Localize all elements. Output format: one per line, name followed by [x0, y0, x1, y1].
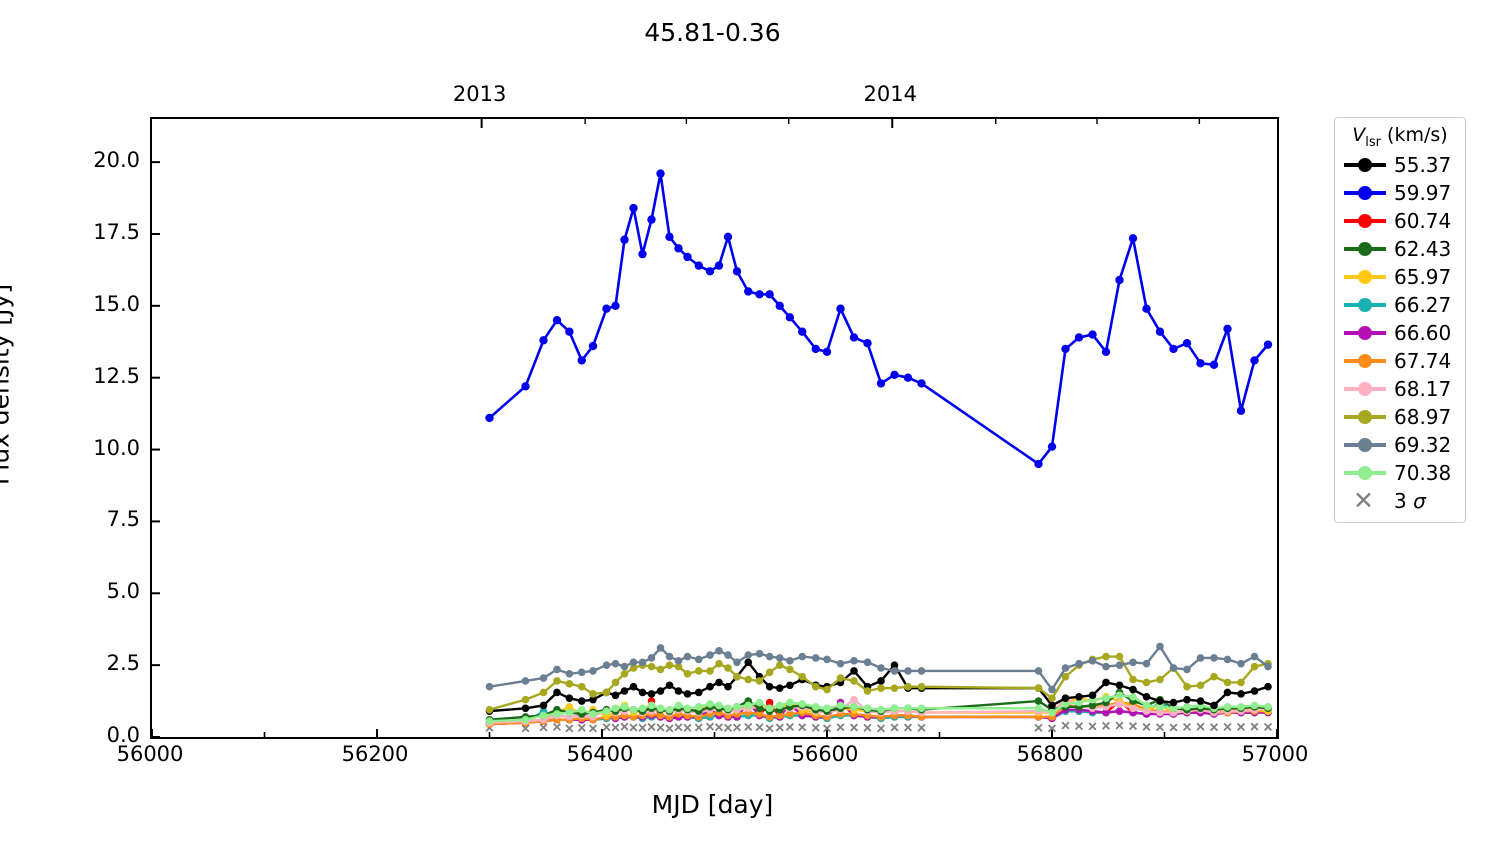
x-tick-label: 56000: [116, 742, 184, 766]
y-tick-label: 12.5: [93, 363, 140, 388]
legend-item-68.97[interactable]: 68.97: [1343, 403, 1457, 431]
legend: Vlsr (km/s) 55.37 59.97 60.74 62.43 65.97 66.…: [1334, 117, 1466, 523]
legend-swatch-icon: [1343, 350, 1387, 372]
cross-x-icon: ✕: [1353, 485, 1374, 515]
legend-item-label: 69.32: [1394, 432, 1452, 457]
plot-area: [150, 117, 1279, 739]
y-tick-label: 2.5: [106, 651, 140, 676]
y-tick-label: 0.0: [106, 723, 140, 747]
legend-item-59.97[interactable]: 59.97: [1343, 179, 1457, 207]
legend-item-label: 66.27: [1394, 292, 1452, 317]
chart-canvas: [152, 119, 1277, 737]
legend-item-label: 70.38: [1394, 460, 1452, 485]
legend-item-67.74[interactable]: 67.74: [1343, 347, 1457, 375]
y-tick-label: 5.0: [106, 579, 140, 604]
y-axis-tick-labels: 0.0 2.5 5.0 7.5 10.0 12.5 15.0 17.5 20.0: [40, 0, 140, 844]
legend-item-label: 62.43: [1394, 236, 1452, 261]
legend-swatch-icon: [1343, 322, 1387, 344]
legend-swatch-icon: [1343, 378, 1387, 400]
y-tick-label: 20.0: [93, 148, 140, 173]
axis-ticks: [152, 119, 1277, 737]
data-series-68.97: [485, 652, 1272, 714]
data-series-59.97: [485, 169, 1273, 469]
legend-item-62.43[interactable]: 62.43: [1343, 235, 1457, 263]
legend-item-label: 68.17: [1394, 376, 1452, 401]
legend-item-66.27[interactable]: 66.27: [1343, 291, 1457, 319]
legend-item-60.74[interactable]: 60.74: [1343, 207, 1457, 235]
top-axis-year-label: 2014: [863, 82, 917, 106]
legend-swatch-icon: [1343, 294, 1387, 316]
x-tick-label: 57000: [1241, 742, 1309, 766]
legend-title-symbol: V: [1352, 124, 1366, 146]
legend-swatch-icon: [1343, 462, 1387, 484]
legend-swatch-icon: [1343, 238, 1387, 260]
sigma-marker-series: [485, 721, 1273, 733]
legend-item-label: 67.74: [1394, 348, 1452, 373]
legend-swatch-icon: [1343, 266, 1387, 288]
y-tick-label: 17.5: [93, 219, 140, 244]
legend-item-55.37[interactable]: 55.37: [1343, 151, 1457, 179]
legend-item-label: 60.74: [1394, 208, 1452, 233]
x-tick-label: 56800: [1016, 742, 1084, 766]
legend-item-label: 68.97: [1394, 404, 1452, 429]
x-tick-label: 56400: [566, 742, 634, 766]
legend-item-66.60[interactable]: 66.60: [1343, 319, 1457, 347]
legend-item-label: 59.97: [1394, 180, 1452, 205]
legend-title-units: (km/s): [1381, 124, 1448, 146]
legend-swatch-icon: [1343, 154, 1387, 176]
y-tick-label: 15.0: [93, 291, 140, 316]
legend-item-label: 66.60: [1394, 320, 1452, 345]
legend-item-68.17[interactable]: 68.17: [1343, 375, 1457, 403]
page-title: 45.81-0.36: [644, 18, 781, 47]
legend-entries: 55.37 59.97 60.74 62.43 65.97 66.27 66.60 67.74…: [1343, 151, 1457, 515]
data-series-69.32: [485, 642, 1272, 694]
legend-item-70.38[interactable]: 70.38: [1343, 459, 1457, 487]
legend-item-65.97[interactable]: 65.97: [1343, 263, 1457, 291]
legend-item-69.32[interactable]: 69.32: [1343, 431, 1457, 459]
legend-item-label: 55.37: [1394, 152, 1452, 177]
legend-swatch-icon: [1343, 434, 1387, 456]
legend-title: Vlsr (km/s): [1343, 124, 1457, 150]
legend-item-label: 3 σ: [1394, 488, 1426, 513]
y-tick-label: 10.0: [93, 435, 140, 460]
x-axis-label: MJD [day]: [651, 790, 774, 819]
legend-swatch-icon: [1343, 210, 1387, 232]
y-axis-label: Flux density [Jy]: [0, 283, 15, 486]
legend-title-subscript: lsr: [1365, 134, 1382, 150]
legend-item-label: 65.97: [1394, 264, 1452, 289]
x-tick-label: 56600: [791, 742, 859, 766]
legend-item-3-sigma[interactable]: ✕ 3 σ: [1343, 487, 1457, 515]
legend-swatch-icon: [1343, 406, 1387, 428]
legend-swatch-icon: [1343, 182, 1387, 204]
x-tick-label: 56200: [341, 742, 409, 766]
top-axis-year-label: 2013: [452, 82, 507, 106]
y-tick-label: 7.5: [106, 507, 140, 532]
